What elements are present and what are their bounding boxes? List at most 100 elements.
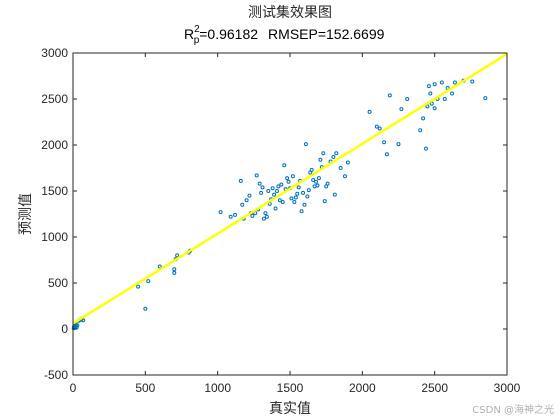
data-point-28 <box>244 198 249 203</box>
data-point-72 <box>311 177 316 182</box>
data-point-116 <box>483 96 488 101</box>
data-point-51 <box>280 200 285 205</box>
fit-line-layer <box>72 52 508 325</box>
data-point-80 <box>322 199 327 204</box>
data-point-49 <box>277 198 282 203</box>
data-point-68 <box>305 194 310 199</box>
r-symbol: R <box>184 26 194 42</box>
data-point-58 <box>290 174 295 179</box>
data-points <box>71 78 488 331</box>
data-point-79 <box>321 151 326 156</box>
data-point-112 <box>450 91 455 96</box>
y-tick-label-1500: 1500 <box>41 184 68 198</box>
data-point-102 <box>425 104 430 109</box>
data-point-98 <box>405 97 410 101</box>
data-point-57 <box>289 196 294 201</box>
data-point-115 <box>470 79 475 84</box>
data-point-38 <box>261 216 266 221</box>
data-point-107 <box>432 106 437 111</box>
data-point-45 <box>272 192 277 197</box>
data-point-59 <box>292 200 297 205</box>
data-point-82 <box>325 181 330 186</box>
data-point-89 <box>345 160 350 165</box>
data-point-96 <box>396 142 401 147</box>
y-tick-label-0: 0 <box>61 322 68 336</box>
data-point-44 <box>270 186 275 191</box>
y-tick-label-2500: 2500 <box>41 92 68 106</box>
data-point-24 <box>233 212 238 217</box>
data-point-90 <box>367 109 372 114</box>
y-axis-label: 预测值 <box>18 193 34 235</box>
data-point-84 <box>331 154 336 159</box>
rmsep-value: RMSEP=152.6699 <box>268 26 385 42</box>
data-point-95 <box>387 93 392 98</box>
x-tick-label-0: 0 <box>70 381 77 395</box>
data-point-26 <box>240 202 245 207</box>
data-point-35 <box>257 181 262 186</box>
data-point-48 <box>276 184 281 189</box>
data-point-55 <box>286 179 291 184</box>
data-point-71 <box>309 167 314 172</box>
x-tick-label-500: 500 <box>135 381 155 395</box>
data-point-54 <box>285 176 290 181</box>
data-point-104 <box>428 91 433 96</box>
data-point-69 <box>306 188 311 193</box>
data-point-31 <box>250 213 255 218</box>
data-point-46 <box>273 206 278 211</box>
data-point-103 <box>426 84 431 89</box>
y-tick-label-2000: 2000 <box>41 138 68 152</box>
data-point-47 <box>274 189 279 193</box>
data-point-13 <box>143 306 148 311</box>
data-point-77 <box>318 157 323 162</box>
x-tick-label-3000: 3000 <box>494 381 521 395</box>
plot-area <box>73 53 507 375</box>
x-axis-ticks: 0 500 1000 1500 2000 2500 3000 <box>70 53 521 395</box>
data-point-41 <box>266 189 271 193</box>
x-tick-label-1500: 1500 <box>277 381 304 395</box>
data-point-19 <box>175 253 180 258</box>
data-point-64 <box>299 209 304 214</box>
chart-title: 测试集效果图 <box>248 4 332 21</box>
data-point-40 <box>264 214 269 219</box>
data-point-12 <box>136 284 141 289</box>
data-point-66 <box>302 202 307 207</box>
data-point-94 <box>384 152 389 157</box>
data-point-22 <box>218 210 223 215</box>
data-point-50 <box>279 182 284 187</box>
y-tick-label-3000: 3000 <box>41 46 68 60</box>
data-point-91 <box>374 124 379 129</box>
fit-line <box>72 52 508 325</box>
data-point-109 <box>439 80 444 85</box>
data-point-65 <box>301 190 306 195</box>
data-point-15 <box>157 264 162 269</box>
data-point-113 <box>452 80 457 85</box>
data-point-74 <box>314 179 319 184</box>
data-point-62 <box>296 185 301 190</box>
data-point-100 <box>421 116 426 121</box>
data-point-67 <box>303 142 308 147</box>
data-point-75 <box>315 183 320 188</box>
x-axis-label: 真实值 <box>269 401 311 417</box>
x-tick-label-1000: 1000 <box>204 381 231 395</box>
data-point-7 <box>75 323 80 328</box>
data-point-23 <box>228 214 233 219</box>
data-point-14 <box>146 279 151 284</box>
data-point-106 <box>432 82 437 87</box>
watermark: CSDN @海神之光 <box>472 405 554 416</box>
data-point-61 <box>295 191 300 196</box>
data-point-87 <box>338 166 343 170</box>
x-tick-label-2500: 2500 <box>421 381 448 395</box>
data-point-76 <box>316 176 321 181</box>
data-point-97 <box>399 107 404 112</box>
x-tick-label-2000: 2000 <box>349 381 376 395</box>
data-point-33 <box>254 173 259 178</box>
data-point-85 <box>332 192 337 197</box>
data-point-92 <box>377 126 382 131</box>
y-tick-label-1000: 1000 <box>41 230 68 244</box>
r-superscript: 2 <box>194 24 200 35</box>
data-point-37 <box>260 185 265 190</box>
data-point-16 <box>172 270 177 275</box>
y-axis-ticks: -500 0 500 1000 1500 2000 2500 3000 <box>41 46 507 382</box>
data-point-25 <box>238 178 243 183</box>
data-point-11 <box>81 318 86 323</box>
